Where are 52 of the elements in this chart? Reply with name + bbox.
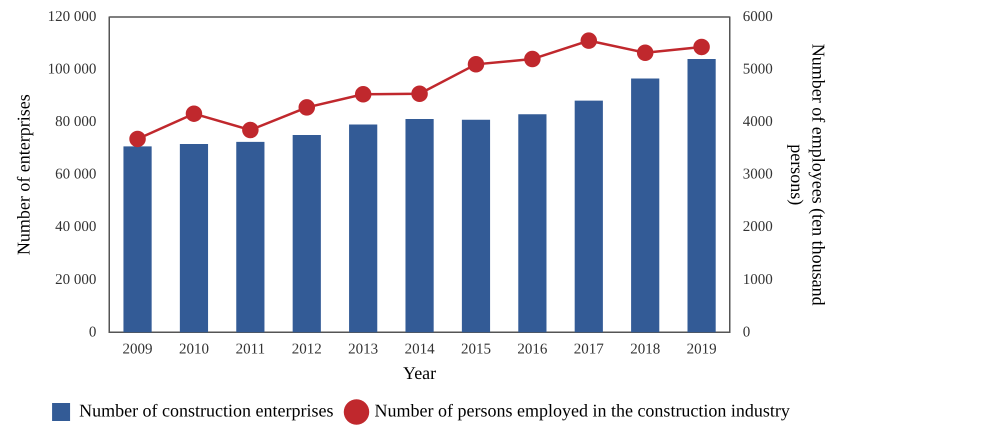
x-tick-label: 2016 — [517, 341, 548, 358]
y2-tick-label: 3000 — [742, 166, 773, 183]
y2-tick-label: 5000 — [742, 62, 773, 78]
x-tick-label: 2018 — [630, 341, 660, 358]
bar — [292, 135, 321, 332]
point — [468, 56, 484, 73]
legend-label: Number of persons employed in the construction industry — [374, 400, 790, 421]
bar — [405, 118, 434, 332]
x-tick-label: 2009 — [122, 341, 153, 358]
y-tick-label: 120 000 — [48, 8, 96, 25]
x-tick-label: 2017 — [574, 341, 604, 358]
y2-tick-label: 1000 — [742, 272, 773, 288]
y2-tick-label: 4000 — [742, 114, 773, 130]
bar — [236, 142, 264, 332]
y-tick-label: 80 000 — [55, 114, 96, 130]
point — [354, 86, 372, 103]
x-tick-label: 2019 — [686, 341, 717, 358]
point — [298, 99, 316, 116]
y-tick-label: 100 000 — [48, 62, 96, 78]
bar — [518, 114, 546, 332]
point — [129, 130, 146, 148]
x-tick-label: 2013 — [348, 341, 378, 358]
x-axis-title: Year — [402, 362, 436, 383]
y-tick-label: 60 000 — [55, 166, 96, 183]
point — [636, 44, 654, 61]
bar — [180, 144, 208, 332]
point — [242, 122, 259, 138]
x-tick-label: 2010 — [178, 341, 209, 358]
bar — [574, 100, 603, 332]
y2-tick-label: 0 — [742, 324, 750, 340]
x-tick-label: 2015 — [460, 341, 491, 358]
y-tick-label: 40 000 — [55, 219, 96, 236]
bar — [687, 59, 716, 332]
point — [580, 32, 598, 49]
bar — [349, 124, 378, 332]
x-tick-label: 2014 — [404, 341, 436, 358]
bar — [631, 78, 660, 332]
x-tick-label: 2011 — [236, 341, 266, 358]
y-axis-title: Number of enterprises — [14, 94, 34, 256]
x-tick-label: 2012 — [292, 341, 322, 358]
point — [186, 105, 202, 122]
y2-tick-label: 2000 — [742, 219, 773, 236]
y2-axis-title: Number of employees (ten thousand persons) — [786, 44, 828, 306]
point — [524, 50, 541, 68]
point — [411, 86, 428, 102]
bar — [123, 146, 152, 332]
legend-label: Number of construction enterprises — [79, 400, 334, 421]
y2-tick-label: 6000 — [742, 8, 773, 25]
bar — [462, 120, 490, 332]
y-tick-label: 0 — [88, 324, 96, 340]
point — [693, 38, 710, 56]
y-tick-label: 20 000 — [55, 272, 96, 288]
